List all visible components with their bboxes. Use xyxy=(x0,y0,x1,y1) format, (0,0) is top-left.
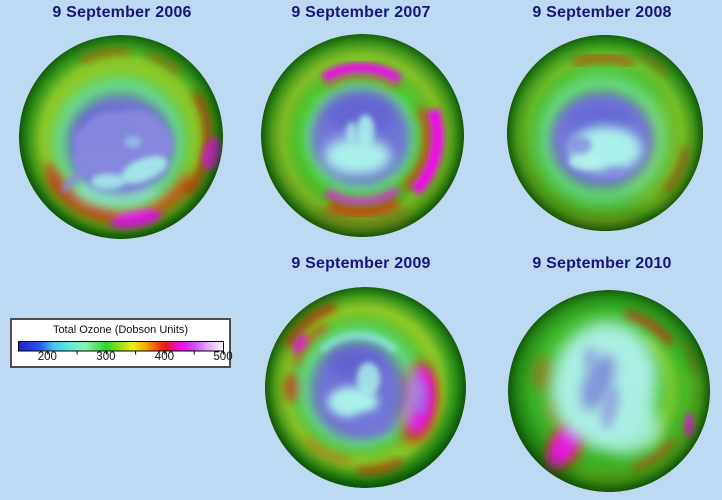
panel-title-2010: 9 September 2010 xyxy=(532,255,672,272)
legend-tick-label: 500 xyxy=(213,351,233,363)
legend-colorbar xyxy=(18,341,224,355)
globe-2010-map xyxy=(507,289,711,493)
legend-tick-label: 400 xyxy=(154,351,174,363)
globe-2008-map xyxy=(506,34,704,232)
panel-title-2006: 9 September 2006 xyxy=(52,4,192,21)
legend-tick-label: 300 xyxy=(96,351,116,363)
globe-2007-map xyxy=(260,33,465,238)
legend: Total Ozone (Dobson Units) 200 300 400 500 xyxy=(10,318,233,368)
panel-title-2008: 9 September 2008 xyxy=(532,4,672,21)
legend-gradient-bar xyxy=(18,341,224,352)
legend-title: Total Ozone (Dobson Units) xyxy=(52,324,189,336)
legend-tick-label: 200 xyxy=(37,351,57,363)
globe-2006-map xyxy=(18,34,224,240)
panel-title-2009: 9 September 2009 xyxy=(291,255,431,272)
legend-ticks xyxy=(47,351,224,355)
globe-2009-map xyxy=(264,286,467,489)
panel-title-2007: 9 September 2007 xyxy=(291,4,431,21)
